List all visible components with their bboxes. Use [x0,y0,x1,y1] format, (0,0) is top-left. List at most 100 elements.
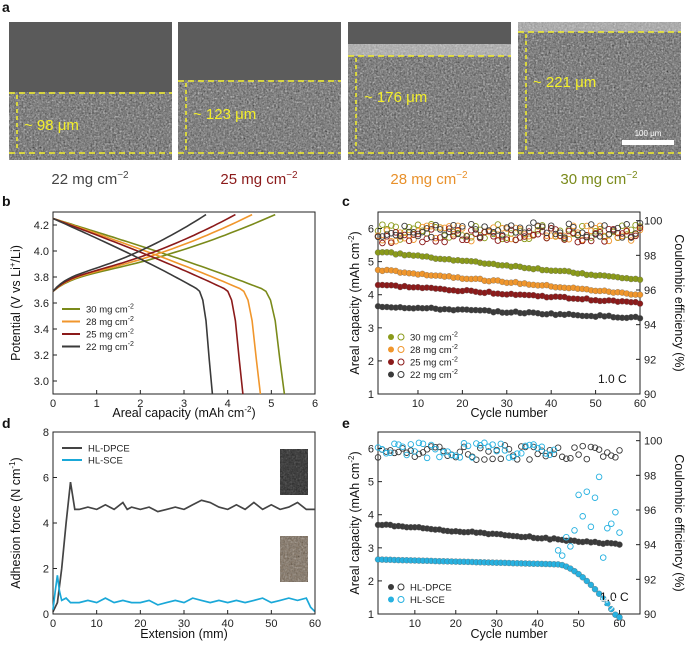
ce-point [612,454,619,461]
ce-point [428,221,435,228]
x-tick-label: 60 [613,618,625,630]
ce-point [419,228,426,236]
ce-point [565,235,573,243]
discharge-curve [52,217,244,395]
charge-curve [52,213,236,292]
ce-point [392,237,400,245]
ce-point [570,223,577,231]
ce-point [627,237,635,244]
x-tick-label: 0 [50,398,56,410]
legend-open-marker [397,358,405,366]
ce-point [414,228,422,235]
ce-point [396,232,404,240]
ce-point [561,236,568,243]
ce-point [450,221,457,229]
x-tick-label: 2 [137,398,143,410]
y-tick-label: 3.4 [34,324,49,336]
ce-point [436,226,444,233]
x-tick-label: 50 [265,618,277,630]
ce-point [497,455,505,463]
y2-tick-label: 96 [644,505,656,517]
legend-label: HL-DPCE [410,583,452,594]
y-tick-label: 3 [368,323,374,335]
legend-b-label: 22 mg cm-2 [86,341,134,353]
ce-point [552,233,559,240]
ce-point [596,222,604,230]
panel-c: c 10 20 30 40 50 60 1 2 3 4 5 6 90 92 94 96 98 100 30 mg … [342,193,685,420]
ce-point [494,237,502,244]
panel-c-letter: c [342,193,350,209]
ce-point [522,442,529,450]
scale-bar-label: 100 μm [635,129,662,138]
ce-point [432,234,439,242]
ce-point [419,238,426,246]
ce-point [459,236,466,244]
ce-point [505,445,513,453]
ce-point [473,440,480,447]
ce-point [387,449,394,456]
legend-open-marker [397,371,405,378]
ce-point [432,221,439,229]
x-tick-label: 20 [450,618,462,630]
ce-point [410,229,417,236]
legend-filled-marker [388,359,394,365]
ce-point [558,552,566,559]
ce-point [396,236,404,243]
capacity-point [600,595,607,602]
ce-point [444,448,451,455]
legend-open-marker [397,596,405,603]
legend-label: 25 mg cm-2 [410,357,458,369]
x-tick-label: 40 [545,398,557,410]
ce-point [414,232,422,240]
ce-point [591,444,599,451]
ce-point [427,441,435,449]
x-tick-label: 40 [532,618,544,630]
ce-point [499,231,506,239]
ce-point [534,227,542,234]
ce-point [468,454,476,461]
ce-point [489,441,496,448]
ce-point [605,225,613,233]
ce-point [405,237,413,245]
ce-point [583,488,591,495]
y-tick-label: 2 [368,356,374,368]
y-tick-label: 2 [368,576,374,588]
ce-point [587,237,595,245]
ce-point [604,524,611,532]
x-tick-label: 30 [501,398,513,410]
ce-point [601,222,608,229]
ce-point [601,238,608,245]
ce-point [583,222,590,230]
ce-point [552,230,559,238]
ce-point [454,230,462,238]
y2-tick-label: 98 [644,470,656,482]
y2-tick-label: 96 [644,285,656,297]
ce-point [468,220,475,228]
xlabel-b: Areal capacity (mAh cm-2) [112,405,255,420]
x-tick-label: 1 [94,398,100,410]
ce-point [445,225,453,232]
y-tick-label: 6 [43,473,49,485]
ce-point [423,235,431,242]
capacity-point [591,586,599,593]
x-tick-label: 4 [225,398,231,410]
y2-tick-label: 98 [644,250,656,262]
scale-bar [622,140,674,145]
ce-point [579,229,586,236]
legend-c: 30 mg cm-228 mg cm-225 mg cm-222 mg cm-2 [388,332,458,381]
ce-point [595,446,603,453]
x-tick-label: 6 [312,398,318,410]
y-tick-label: 5 [368,257,374,269]
ylabel-b: Potential (V vs Li+/Li) [8,245,23,361]
ce-point [463,233,471,240]
ce-point [450,228,457,236]
ce-point [374,233,382,241]
legend-open-marker [397,333,405,341]
panel-b-letter: b [2,193,11,209]
ce-point [497,440,505,448]
sem-image-25: ~ 123 μm [178,22,341,160]
ce-point [567,543,574,550]
xlabel-d: Extension (mm) [140,627,228,641]
